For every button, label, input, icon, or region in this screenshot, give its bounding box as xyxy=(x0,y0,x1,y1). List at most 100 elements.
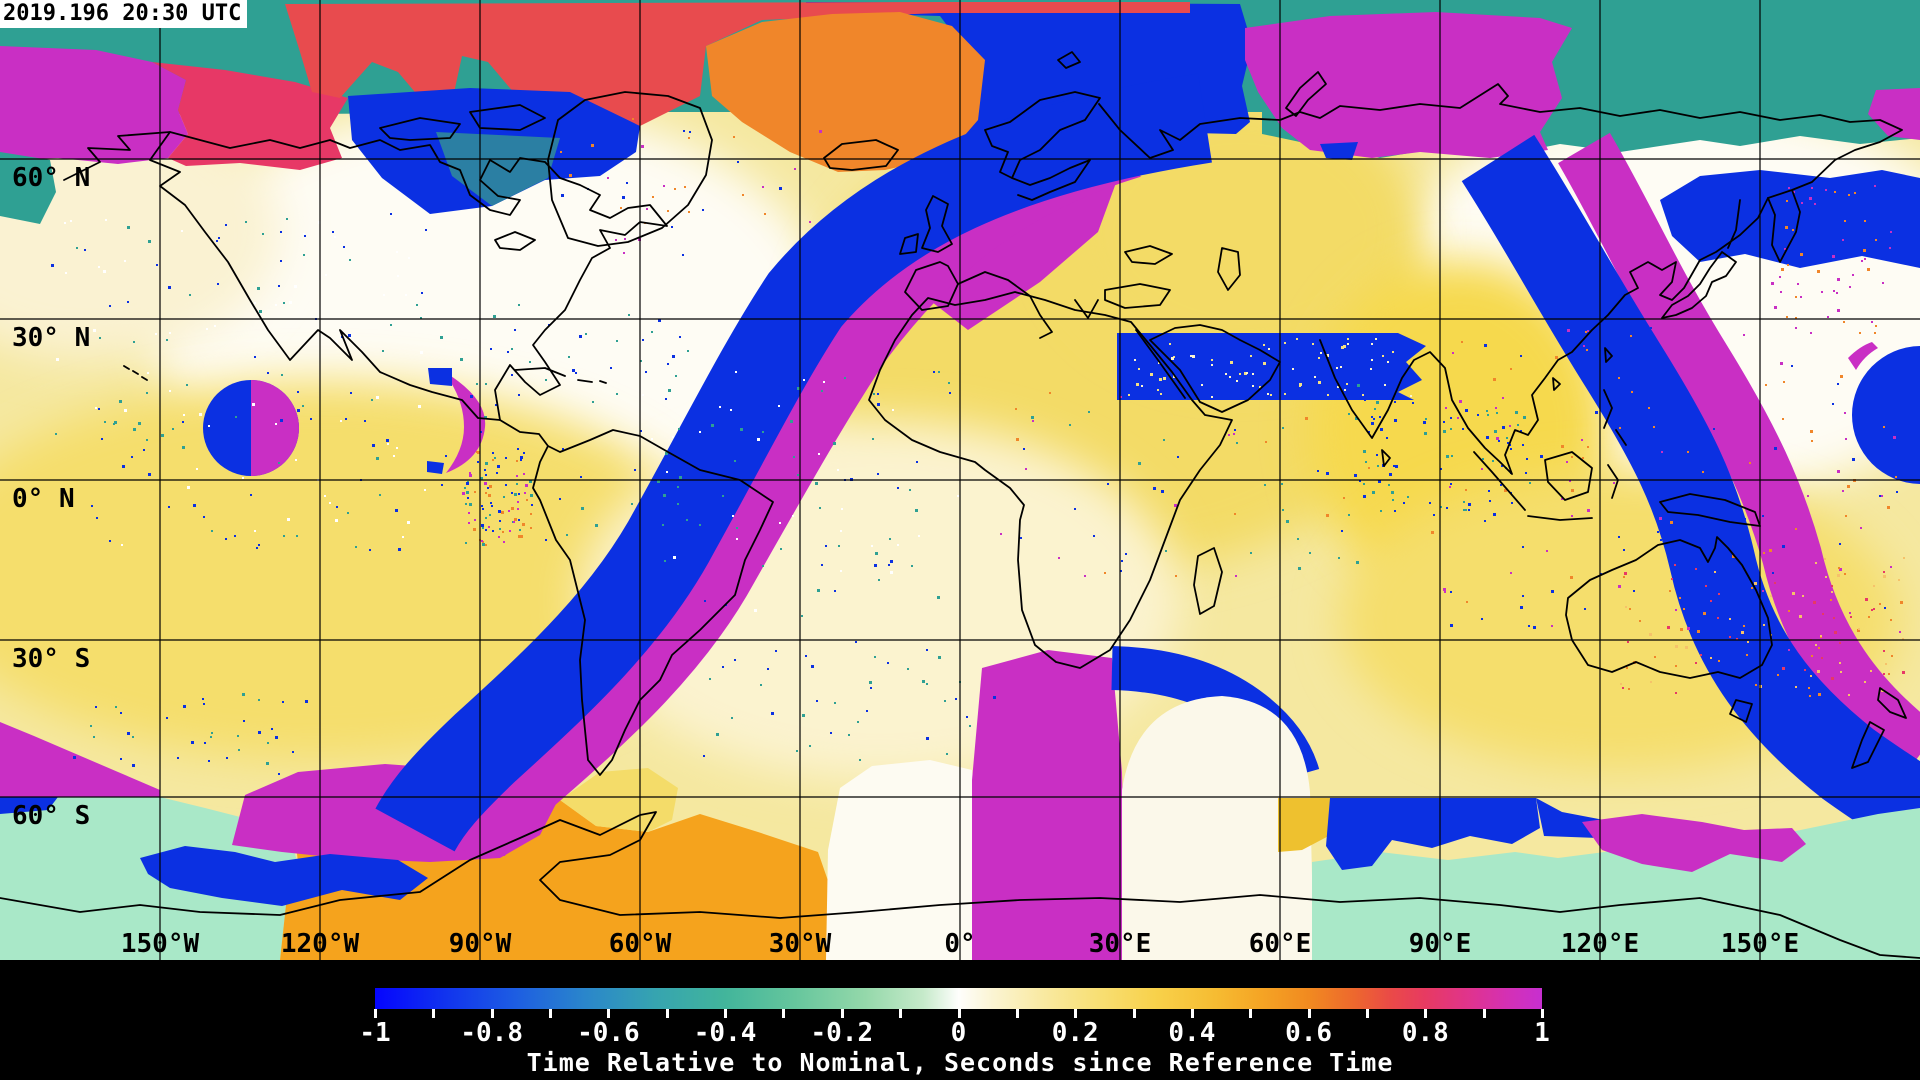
speckles-bluerect-holes xyxy=(1163,377,1166,380)
speckles-epacific xyxy=(103,270,106,273)
speckles-bengal xyxy=(1394,401,1396,403)
speckles-wpacific xyxy=(1879,495,1881,497)
speckles-andes-cluster xyxy=(477,461,479,463)
speckles-tasman xyxy=(1891,655,1893,657)
speckles-bengal xyxy=(1363,450,1366,453)
speckles-spacific xyxy=(258,731,261,734)
speckles-watlantic xyxy=(844,377,846,379)
antarctic-blue-east xyxy=(1326,798,1540,870)
speckles-tasman xyxy=(1808,687,1810,689)
speckles-andes-cluster xyxy=(513,521,515,523)
speckles-wpacific xyxy=(1477,414,1479,416)
speckles-wpacific xyxy=(1466,601,1468,603)
speckles-tasman xyxy=(1763,624,1765,626)
speckles-watlantic xyxy=(838,545,840,547)
speckles-satlantic xyxy=(855,641,857,643)
speckles-wpacific xyxy=(1713,428,1715,430)
speckles-africa xyxy=(1138,462,1141,465)
speckles-bengal xyxy=(1502,426,1505,429)
speckles-epacific xyxy=(286,218,288,220)
speckles-watlantic xyxy=(819,507,821,509)
speckles-wpacific xyxy=(1837,470,1840,473)
rightedge-disc-magenta-fringe xyxy=(1848,342,1878,370)
speckles-tasman xyxy=(1802,595,1804,597)
colorbar-tick xyxy=(1132,1009,1136,1018)
speckles-epacific xyxy=(104,421,106,423)
longitude-label: 60°W xyxy=(609,929,672,959)
speckles-bengal xyxy=(1394,510,1396,512)
speckles-wpacific xyxy=(1670,521,1673,524)
speckles-greenland xyxy=(733,136,735,138)
speckles-greenland xyxy=(809,221,811,223)
speckles-tasman xyxy=(1669,590,1671,592)
speckles-bengal xyxy=(1424,432,1427,435)
speckles-bengal xyxy=(1374,408,1376,410)
coastline-path xyxy=(1767,189,1801,263)
speckles-tasman xyxy=(1680,628,1683,631)
speckles-watlantic xyxy=(662,524,664,526)
topband-teal-bering-wedge xyxy=(0,152,56,224)
speckles-bluerect-holes xyxy=(1384,384,1386,386)
speckles-bengal xyxy=(1389,473,1392,476)
speckles-kamchatka xyxy=(1864,258,1866,260)
speckles-bengal xyxy=(1492,460,1494,462)
speckles-bengal xyxy=(1463,501,1465,503)
speckles-bengal xyxy=(1412,402,1414,404)
speckles-bluerect-holes xyxy=(1252,385,1254,387)
speckles-wpacific xyxy=(1496,437,1499,440)
speckles-satlantic xyxy=(926,683,928,685)
speckles-epacific xyxy=(329,502,331,504)
speckles-wpacific xyxy=(1811,440,1813,442)
speckles-wpacific xyxy=(1847,485,1850,488)
speckles-kamchatka xyxy=(1842,239,1844,241)
speckles-greenland xyxy=(671,226,673,228)
speckles-watlantic xyxy=(797,387,800,390)
speckles-spacific xyxy=(305,700,308,703)
speckles-africa xyxy=(1174,504,1177,507)
speckles-africa xyxy=(1233,433,1235,435)
speckles-epacific xyxy=(402,536,404,538)
speckles-epacific xyxy=(275,304,277,306)
speckles-africa xyxy=(1326,472,1329,475)
speckles-epacific xyxy=(386,439,389,442)
speckles-cpacific xyxy=(480,431,482,433)
speckles-cpacific xyxy=(517,448,519,450)
speckles-epacific xyxy=(193,504,196,507)
speckles-andes-cluster xyxy=(524,492,526,494)
speckles-wpacific xyxy=(1896,491,1898,493)
speckles-kamchatka xyxy=(1781,268,1784,271)
mexico-crescent-magenta xyxy=(443,371,486,473)
speckles-wpacific xyxy=(1561,445,1564,448)
speckles-africa xyxy=(1165,550,1167,552)
latitude-label: 30° N xyxy=(12,323,90,353)
speckles-bengal xyxy=(1450,483,1452,485)
speckles-wpacific xyxy=(1762,515,1764,517)
speckles-bengal xyxy=(1509,444,1511,446)
speckles-epacific xyxy=(283,302,285,304)
speckles-watlantic xyxy=(699,431,701,433)
speckles-epacific xyxy=(109,540,111,542)
speckles-cpacific xyxy=(592,401,594,403)
speckles-cpacific xyxy=(651,331,653,333)
speckles-spacific xyxy=(204,742,206,744)
speckles-tasman xyxy=(1622,687,1624,689)
coastline-path xyxy=(1193,547,1223,615)
antarctic-white-dome xyxy=(1122,696,1314,960)
colorbar-tick xyxy=(1424,1009,1428,1018)
speckles-africa xyxy=(1343,497,1345,499)
speckles-epacific xyxy=(99,337,101,339)
timestamp-label: 2019.196 20:30 UTC xyxy=(0,0,248,28)
speckles-wpacific xyxy=(1653,426,1655,428)
speckles-wpacific xyxy=(1840,375,1843,378)
speckles-epacific xyxy=(146,439,148,441)
speckles-andes-cluster xyxy=(518,493,520,495)
speckles-bluerect-holes xyxy=(1314,376,1316,378)
longitude-label: 30°W xyxy=(769,929,832,959)
speckles-wpacific xyxy=(1628,441,1631,444)
speckles-bluerect-holes xyxy=(1150,373,1153,376)
speckles-bengal xyxy=(1425,418,1427,420)
coastline-path xyxy=(1851,721,1885,769)
speckles-wpacific xyxy=(1883,426,1885,428)
speckles-tasman xyxy=(1831,677,1834,680)
speckles-africa xyxy=(1281,483,1283,485)
